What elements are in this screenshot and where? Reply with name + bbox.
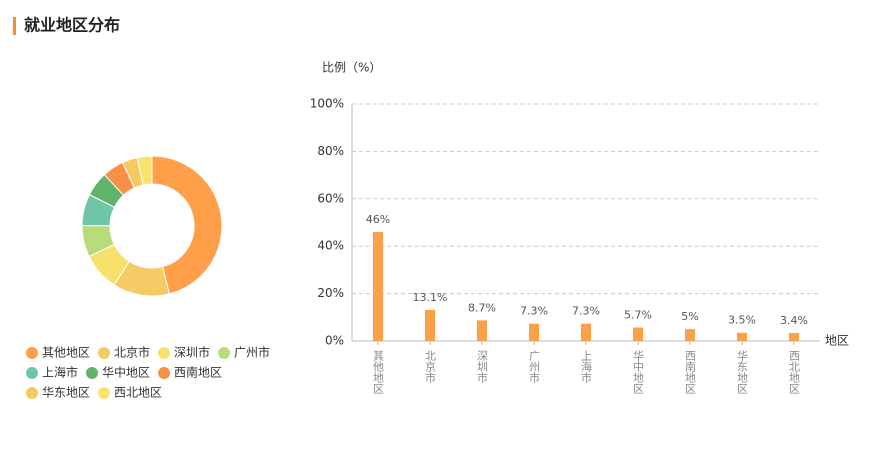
value-label: 46% bbox=[366, 213, 390, 226]
legend-swatch bbox=[158, 347, 171, 359]
legend-label: 深圳市 bbox=[174, 345, 210, 360]
x-tick-label: 上海市 bbox=[580, 350, 593, 384]
legend-label: 西北地区 bbox=[114, 386, 162, 400]
legend-swatch bbox=[218, 347, 231, 359]
bar bbox=[477, 320, 487, 341]
legend-label: 华中地区 bbox=[102, 365, 150, 380]
x-tick-label: 北京市 bbox=[424, 350, 437, 384]
bar bbox=[373, 231, 383, 341]
value-label: 13.1% bbox=[413, 291, 448, 304]
y-tick-label: 80% bbox=[317, 144, 344, 158]
legend-swatch bbox=[26, 387, 38, 399]
legend-label: 其他地区 bbox=[42, 346, 90, 360]
bar bbox=[789, 332, 799, 341]
value-label: 8.7% bbox=[468, 301, 496, 314]
page-title: 就业地区分布 bbox=[24, 16, 120, 35]
value-label: 5% bbox=[681, 310, 698, 323]
legend-label: 北京市 bbox=[114, 345, 150, 360]
legend-label: 上海市 bbox=[42, 365, 78, 380]
donut-slice bbox=[136, 155, 153, 186]
x-axis-title: 地区 bbox=[825, 334, 849, 348]
bar bbox=[737, 332, 747, 341]
donut-slice bbox=[151, 155, 223, 295]
x-tick-label: 华东地区 bbox=[736, 349, 749, 394]
x-tick-label: 其他地区 bbox=[372, 350, 385, 394]
y-tick-label: 0% bbox=[325, 334, 344, 348]
y-tick-label: 60% bbox=[317, 191, 344, 205]
legend-swatch bbox=[26, 367, 38, 379]
y-tick-label: 20% bbox=[317, 286, 344, 300]
value-label: 5.7% bbox=[624, 308, 652, 321]
header-marker bbox=[13, 17, 16, 35]
x-tick-label: 广州市 bbox=[528, 350, 541, 384]
bar bbox=[581, 323, 591, 341]
legend-swatch bbox=[158, 367, 171, 379]
y-axis-title: 比例（%） bbox=[322, 61, 381, 75]
y-tick-label: 100% bbox=[310, 97, 344, 111]
x-tick-label: 深圳市 bbox=[476, 350, 489, 384]
legend-swatch bbox=[98, 347, 111, 359]
legend-swatch bbox=[86, 367, 99, 379]
x-tick-label: 华中地区 bbox=[632, 349, 645, 394]
bar bbox=[685, 329, 695, 341]
value-label: 7.3% bbox=[572, 305, 600, 318]
x-tick-label: 西南地区 bbox=[684, 350, 697, 394]
bar bbox=[529, 323, 539, 341]
value-label: 3.5% bbox=[728, 314, 756, 327]
legend-label: 广州市 bbox=[234, 345, 270, 360]
legend-swatch bbox=[98, 387, 111, 399]
legend-label: 华东地区 bbox=[42, 386, 90, 400]
bar bbox=[425, 309, 435, 341]
legend-swatch bbox=[26, 347, 38, 359]
value-label: 7.3% bbox=[520, 305, 548, 318]
value-label: 3.4% bbox=[780, 314, 808, 327]
bar bbox=[633, 327, 643, 341]
x-tick-label: 西北地区 bbox=[788, 350, 801, 394]
legend-label: 西南地区 bbox=[174, 365, 222, 380]
y-tick-label: 40% bbox=[317, 239, 344, 253]
